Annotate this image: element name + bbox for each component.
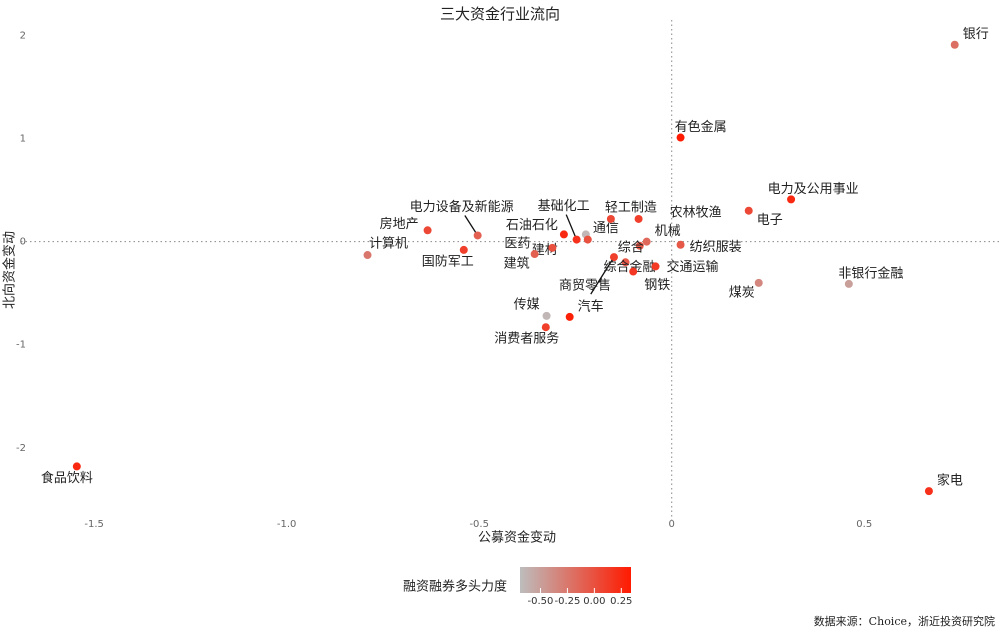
chart-title: 三大资金行业流向: [440, 5, 560, 23]
point: [541, 323, 550, 332]
leader-line: [590, 256, 615, 295]
x-axis-title: 公募资金变动: [478, 530, 556, 546]
point-label: 煤炭: [729, 285, 755, 300]
point-label: 银行: [963, 27, 989, 42]
point: [629, 267, 638, 276]
point-label: 综合: [618, 240, 644, 255]
point-label: 基础化工: [538, 199, 590, 214]
point: [676, 240, 685, 249]
point: [583, 235, 592, 244]
point-label: 综合金融: [604, 259, 656, 275]
colorbar-tick-label: 0.25: [610, 596, 632, 607]
point: [676, 133, 685, 142]
point: [572, 235, 581, 244]
point-label: 通信: [593, 221, 619, 236]
point: [530, 250, 539, 259]
y-tick-label: 1: [20, 134, 26, 145]
point: [787, 195, 796, 204]
leader-line: [565, 214, 578, 240]
point: [609, 253, 618, 262]
point-label: 食品饮料: [41, 470, 93, 486]
point: [606, 214, 615, 223]
point-label: 传媒: [514, 297, 540, 312]
point: [559, 230, 568, 239]
point-label: 国防军工: [422, 253, 474, 269]
x-tick-label: -1.0: [277, 519, 297, 530]
x-tick-label: -1.5: [84, 519, 104, 530]
point-label: 电子: [757, 213, 783, 228]
x-tick-label: -0.5: [469, 519, 489, 530]
point: [423, 226, 432, 235]
point-label: 轻工制造: [605, 200, 657, 215]
point: [844, 279, 853, 288]
y-tick-label: -1: [16, 340, 26, 351]
colorbar-tick-label: -0.25: [554, 596, 580, 607]
colorbar: [520, 567, 631, 593]
point-label: 商贸零售: [559, 278, 611, 294]
point-label: 电力及公用事业: [768, 182, 859, 197]
point: [924, 487, 933, 496]
point-label: 机械: [655, 224, 681, 239]
y-axis-title: 北向资金变动: [2, 231, 18, 309]
point-label: 汽车: [578, 298, 604, 314]
point: [634, 214, 643, 223]
x-tick-label: 0: [669, 519, 675, 530]
point: [363, 251, 372, 260]
point: [548, 243, 557, 252]
point-label: 医药: [504, 236, 530, 251]
point-label: 消费者服务: [494, 331, 559, 347]
point: [621, 258, 630, 267]
y-tick-label: -2: [16, 443, 26, 454]
point: [754, 278, 763, 287]
point: [72, 462, 81, 471]
point-label: 非银行金融: [838, 265, 903, 281]
point: [950, 40, 959, 49]
point: [542, 311, 551, 320]
point-label: 建筑: [504, 256, 530, 272]
colorbar-tick-label: -0.50: [528, 596, 554, 607]
point-label: 有色金属: [675, 119, 727, 135]
point: [459, 245, 468, 254]
point-label: 石油石化: [506, 218, 558, 233]
point: [744, 206, 753, 215]
point-label: 计算机: [369, 237, 408, 252]
y-tick-label: 2: [20, 30, 26, 41]
point: [635, 241, 644, 250]
point-label: 交通运输: [667, 259, 719, 275]
point-label: 纺织服装: [690, 240, 742, 255]
colorbar-tick-label: 0.00: [583, 596, 605, 607]
x-tick-label: 0.5: [856, 519, 872, 530]
colorbar-title: 融资融券多头力度: [403, 579, 507, 595]
point-label: 家电: [937, 473, 963, 489]
point: [565, 312, 574, 321]
point: [642, 237, 651, 246]
point-label: 电力设备及新能源: [410, 199, 514, 215]
source-note: 数据来源：Choice，浙近投资研究院: [814, 614, 995, 628]
point-label: 钢铁: [644, 278, 670, 293]
point: [473, 231, 482, 240]
point-label: 农林牧渔: [670, 205, 722, 220]
point-label: 房地产: [380, 216, 419, 232]
y-tick-label: 0: [20, 237, 26, 248]
point: [651, 262, 660, 271]
